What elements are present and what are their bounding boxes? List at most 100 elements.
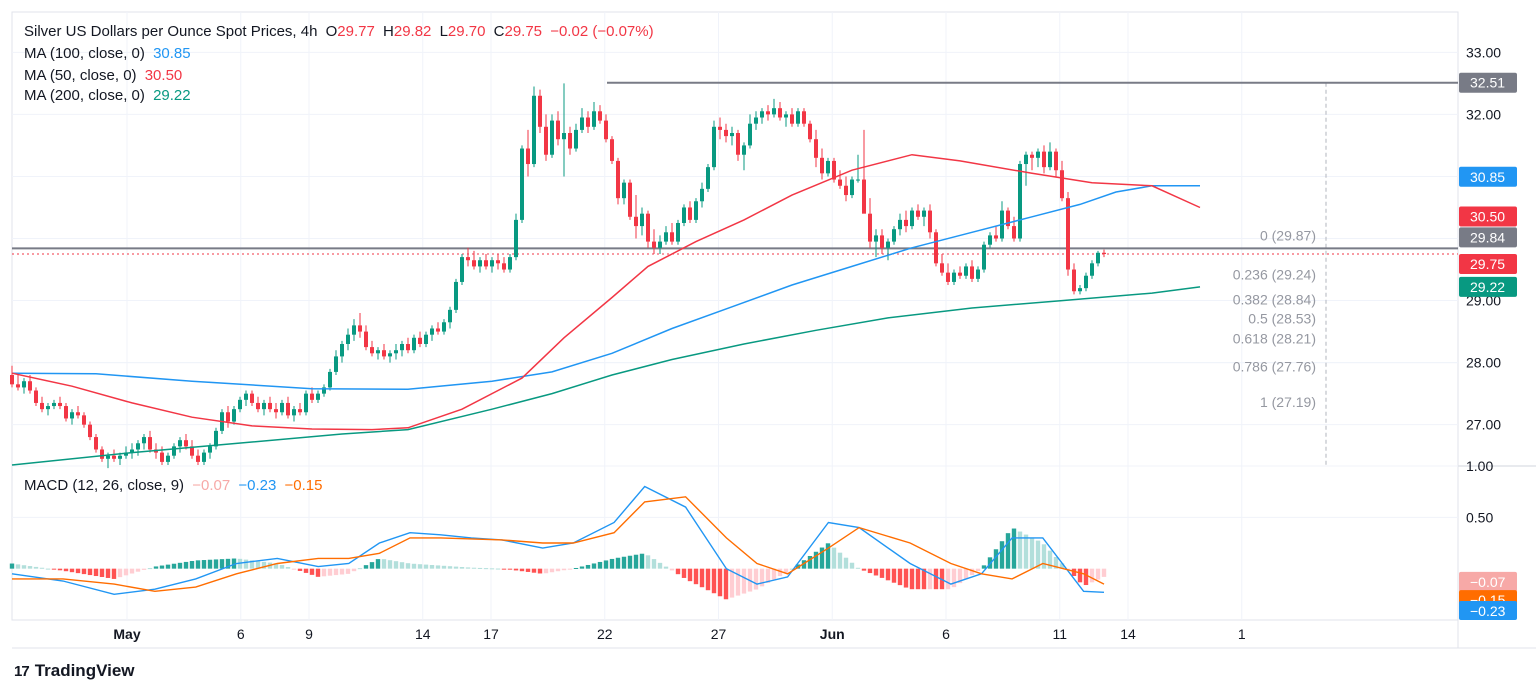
tradingview-logo[interactable]: 17 TradingView <box>14 661 135 681</box>
candle-body <box>244 393 248 400</box>
time-tick-label: 14 <box>415 626 431 642</box>
candle-body <box>658 241 662 248</box>
fib-label: 0.786 (27.76) <box>1233 359 1316 375</box>
fib-label: 0.618 (28.21) <box>1233 331 1316 347</box>
macd-histogram-bar <box>81 568 87 575</box>
candle-body <box>148 437 152 450</box>
candle-body <box>184 440 188 447</box>
candle-body <box>226 412 230 422</box>
high-value: 29.82 <box>393 23 432 40</box>
horizontal-levels <box>12 81 1458 255</box>
candle-body <box>838 179 842 186</box>
candle-body <box>640 213 644 227</box>
ma200-tag: 29.22 <box>1459 276 1517 297</box>
candle <box>574 123 578 152</box>
candle-body <box>712 126 716 168</box>
candle-body <box>376 350 380 354</box>
support-tag: 29.84 <box>1459 227 1517 248</box>
candle-body <box>682 207 686 223</box>
candle-body <box>394 350 398 354</box>
candle-body <box>610 139 614 161</box>
macd-histogram-bar <box>741 568 747 594</box>
macd-histogram-bar <box>405 563 411 569</box>
candle <box>658 235 662 255</box>
macd-histogram-bar <box>207 559 213 569</box>
candle <box>166 452 170 465</box>
candle-body <box>196 455 200 462</box>
candle-body <box>760 111 764 118</box>
candle <box>820 148 824 180</box>
macd-histogram-bar <box>867 568 873 574</box>
candle <box>472 250 476 270</box>
ma50-tag-label: 30.50 <box>1470 208 1505 224</box>
candle-body <box>778 108 782 118</box>
candle <box>748 114 752 149</box>
symbol-legend: Silver US Dollars per Ounce Spot Prices,… <box>24 22 658 42</box>
candle-body <box>538 95 542 127</box>
macd-histogram-bar <box>531 568 537 573</box>
candle-body <box>94 437 98 450</box>
candle <box>424 331 428 348</box>
macd-histogram-bar <box>141 568 147 570</box>
candle <box>100 446 104 462</box>
macd-histogram-bar <box>213 559 219 569</box>
macd-histogram-bar <box>135 568 141 572</box>
macd-histogram-bar <box>9 563 15 569</box>
candle <box>88 421 92 441</box>
macd-histogram-bar <box>111 568 117 579</box>
close-label: C <box>493 23 505 40</box>
candle <box>610 136 614 165</box>
macd-histogram-bar <box>909 568 915 590</box>
candle-body <box>28 381 32 391</box>
macd-histogram-bar <box>759 568 765 587</box>
candle <box>946 263 950 286</box>
candle-body <box>868 213 872 242</box>
candle-body <box>700 188 704 202</box>
macd-histogram-bar <box>873 568 879 576</box>
candle-body <box>688 207 692 220</box>
ma100-tag-bg <box>1459 166 1517 187</box>
candle-body <box>16 384 20 388</box>
candle-body <box>358 325 362 332</box>
fib-label: 0 (29.87) <box>1260 228 1316 244</box>
macd-histogram-bar <box>693 568 699 585</box>
candle <box>298 402 302 416</box>
candle <box>898 213 902 236</box>
candle <box>328 368 332 391</box>
candle <box>1072 263 1076 295</box>
macd-line-tag-label: −0.23 <box>1470 603 1506 619</box>
candle-body <box>484 260 488 267</box>
candle-body <box>1078 288 1082 292</box>
macd-histogram-bar <box>825 543 831 569</box>
macd-histogram-bar <box>381 559 387 569</box>
macd-histogram-bar <box>525 568 531 572</box>
macd-histogram-bar <box>1005 533 1011 569</box>
candle <box>904 210 908 233</box>
macd-histogram-bar <box>573 567 579 569</box>
candle-body <box>664 232 668 242</box>
candle-body <box>46 406 50 410</box>
candle <box>352 319 356 341</box>
candle <box>232 406 236 425</box>
candle <box>934 229 938 267</box>
macd-histogram-bar <box>771 568 777 580</box>
candle <box>202 449 206 465</box>
time-tick-label: 6 <box>237 626 245 642</box>
candle <box>1102 249 1106 258</box>
candle <box>538 89 542 134</box>
macd-histogram-bar <box>813 551 819 569</box>
macd-histogram-bar <box>159 565 165 569</box>
macd-histogram-bar <box>375 559 381 569</box>
candle <box>358 312 362 338</box>
macd-histogram-bar <box>501 568 507 570</box>
candle-body <box>628 182 632 217</box>
candle-body <box>208 446 212 453</box>
candle-body <box>904 219 908 227</box>
candle <box>148 430 152 453</box>
candle-body <box>988 235 992 245</box>
last-price-tag-bg <box>1459 254 1517 275</box>
macd-histogram-bar <box>201 560 207 569</box>
candle <box>184 433 188 450</box>
macd-signal-value: −0.15 <box>284 477 323 494</box>
